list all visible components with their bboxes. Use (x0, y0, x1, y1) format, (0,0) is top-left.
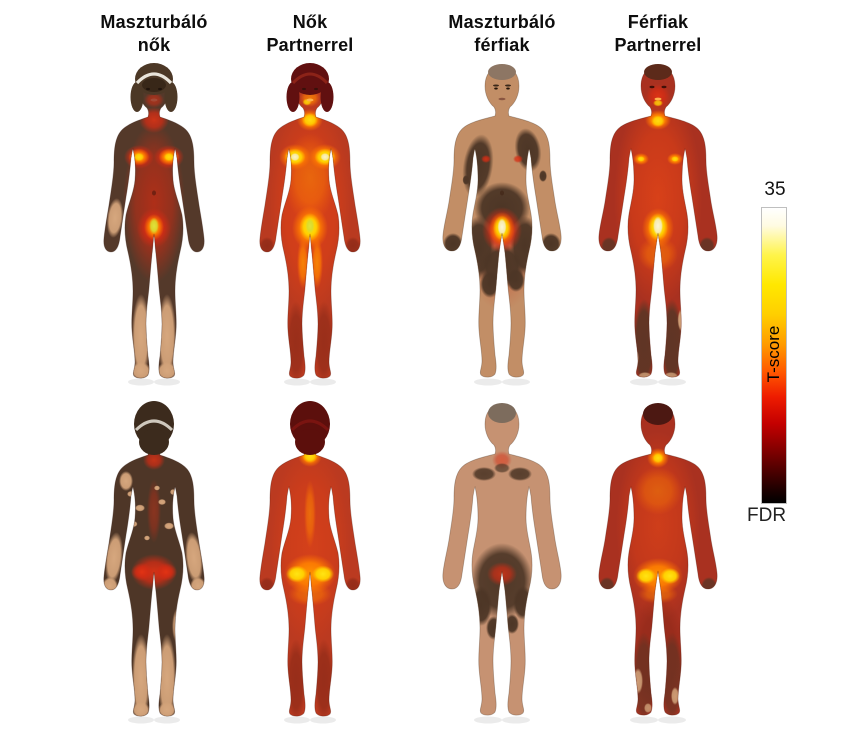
header-line: Férfiak (627, 12, 689, 32)
column-header-women-with-partner: Nők Partnerrel (230, 11, 390, 56)
female-hair-back (134, 401, 174, 455)
body-map-masturbating-men-back (442, 403, 562, 724)
colorbar-max-label: 35 (764, 179, 786, 200)
colorbar (762, 208, 786, 503)
female-hair-front (286, 63, 334, 112)
female-hair-front (130, 63, 178, 112)
male-hair-front (488, 64, 516, 80)
column-header-masturbating-women: Maszturbáló nők (74, 11, 234, 56)
female-hair-back (290, 401, 330, 455)
male-hair-back (643, 403, 673, 425)
face-features (493, 84, 511, 101)
colorbar-min-label: FDR (747, 505, 787, 526)
body-map-masturbating-women-back (103, 401, 205, 724)
male-hair-front (644, 64, 672, 80)
header-line: Maszturbáló (448, 12, 556, 32)
face-features (649, 85, 667, 101)
header-line: nők (137, 34, 171, 55)
header-line: férfiak (474, 34, 530, 55)
body-map-men-partner-back (598, 403, 718, 724)
headband (290, 419, 330, 432)
colorbar-axis-label: T-score (764, 325, 783, 383)
body-map-masturbating-men-front (442, 64, 562, 386)
body-map-women-partner-back (259, 401, 361, 724)
column-header-masturbating-men: Maszturbáló férfiak (422, 11, 582, 56)
headband (134, 419, 174, 432)
face-features (302, 87, 318, 102)
header-line: Partnerrel (266, 34, 354, 55)
header-line: Partnerrel (614, 34, 702, 55)
headband (135, 72, 173, 85)
header-line: Nők (292, 12, 328, 32)
face-features (146, 87, 162, 102)
column-header-men-with-partner: Férfiak Partnerrel (578, 11, 738, 56)
body-map-masturbating-women-front (103, 63, 205, 386)
male-hair-back (488, 403, 516, 423)
header-line: Maszturbáló (100, 12, 208, 32)
body-map-men-partner-front (598, 64, 718, 386)
body-map-women-partner-front (259, 63, 361, 386)
headband (291, 72, 329, 85)
